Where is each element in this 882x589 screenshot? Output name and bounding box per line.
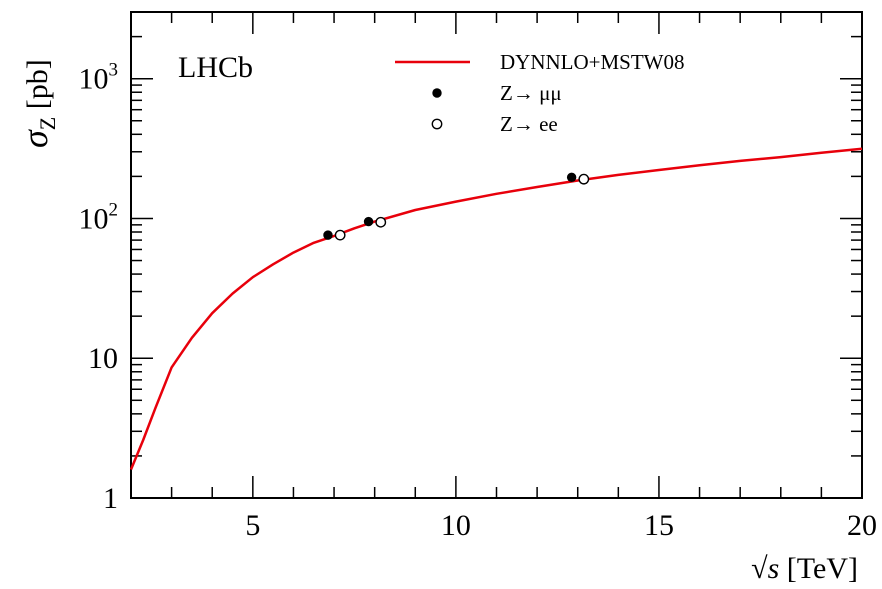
ee-data-point: [375, 216, 387, 228]
x-tick-label: 5: [245, 509, 260, 542]
y-tick-label: 10: [88, 342, 118, 375]
x-axis-ticks: 5 10 15 20: [130, 12, 877, 542]
x-tick-label: 20: [847, 509, 877, 542]
y-tick-label: 103: [79, 60, 119, 96]
y-tick-exponent: 2: [109, 199, 119, 220]
y-tick-base: 10: [79, 63, 109, 96]
y-axis-unit: [pb]: [21, 59, 54, 116]
y-tick-label: 1: [103, 482, 118, 515]
sqrt-symbol: √: [751, 552, 768, 585]
x-tick-label: 15: [644, 509, 674, 542]
mumu-data-point: [363, 216, 374, 227]
x-axis-variable: s: [768, 552, 780, 585]
y-tick-base: 10: [79, 202, 109, 235]
legend-label-theory: DYNNLO+MSTW08: [500, 50, 685, 74]
y-tick-exponent: 3: [109, 60, 119, 81]
y-tick-label: 102: [79, 199, 119, 235]
legend: DYNNLO+MSTW08 Z→ μμ Z→ ee: [395, 50, 685, 136]
plot-frame: [130, 11, 863, 499]
mumu-data-point: [566, 172, 577, 183]
mumu-data-point: [323, 230, 333, 240]
lhcb-annotation: LHCb: [178, 51, 253, 84]
theory-curve: [129, 147, 863, 470]
x-axis-label: √s [TeV]: [751, 552, 858, 585]
plot-area: [130, 11, 863, 499]
y-axis-label: σZ [pb]: [15, 59, 60, 148]
y-axis-subscript: Z: [35, 117, 60, 130]
legend-label-mumu: Z→ μμ: [500, 81, 562, 105]
y-axis-sigma: σ: [15, 129, 55, 148]
ee-data-point: [334, 229, 346, 241]
legend-marker-mumu: [432, 88, 442, 98]
ee-data-point: [578, 173, 590, 185]
x-tick-label: 10: [441, 509, 471, 542]
x-axis-unit: [TeV]: [779, 552, 858, 585]
legend-marker-ee: [431, 118, 443, 130]
series-layer: [129, 147, 863, 470]
legend-label-ee: Z→ ee: [500, 112, 558, 136]
